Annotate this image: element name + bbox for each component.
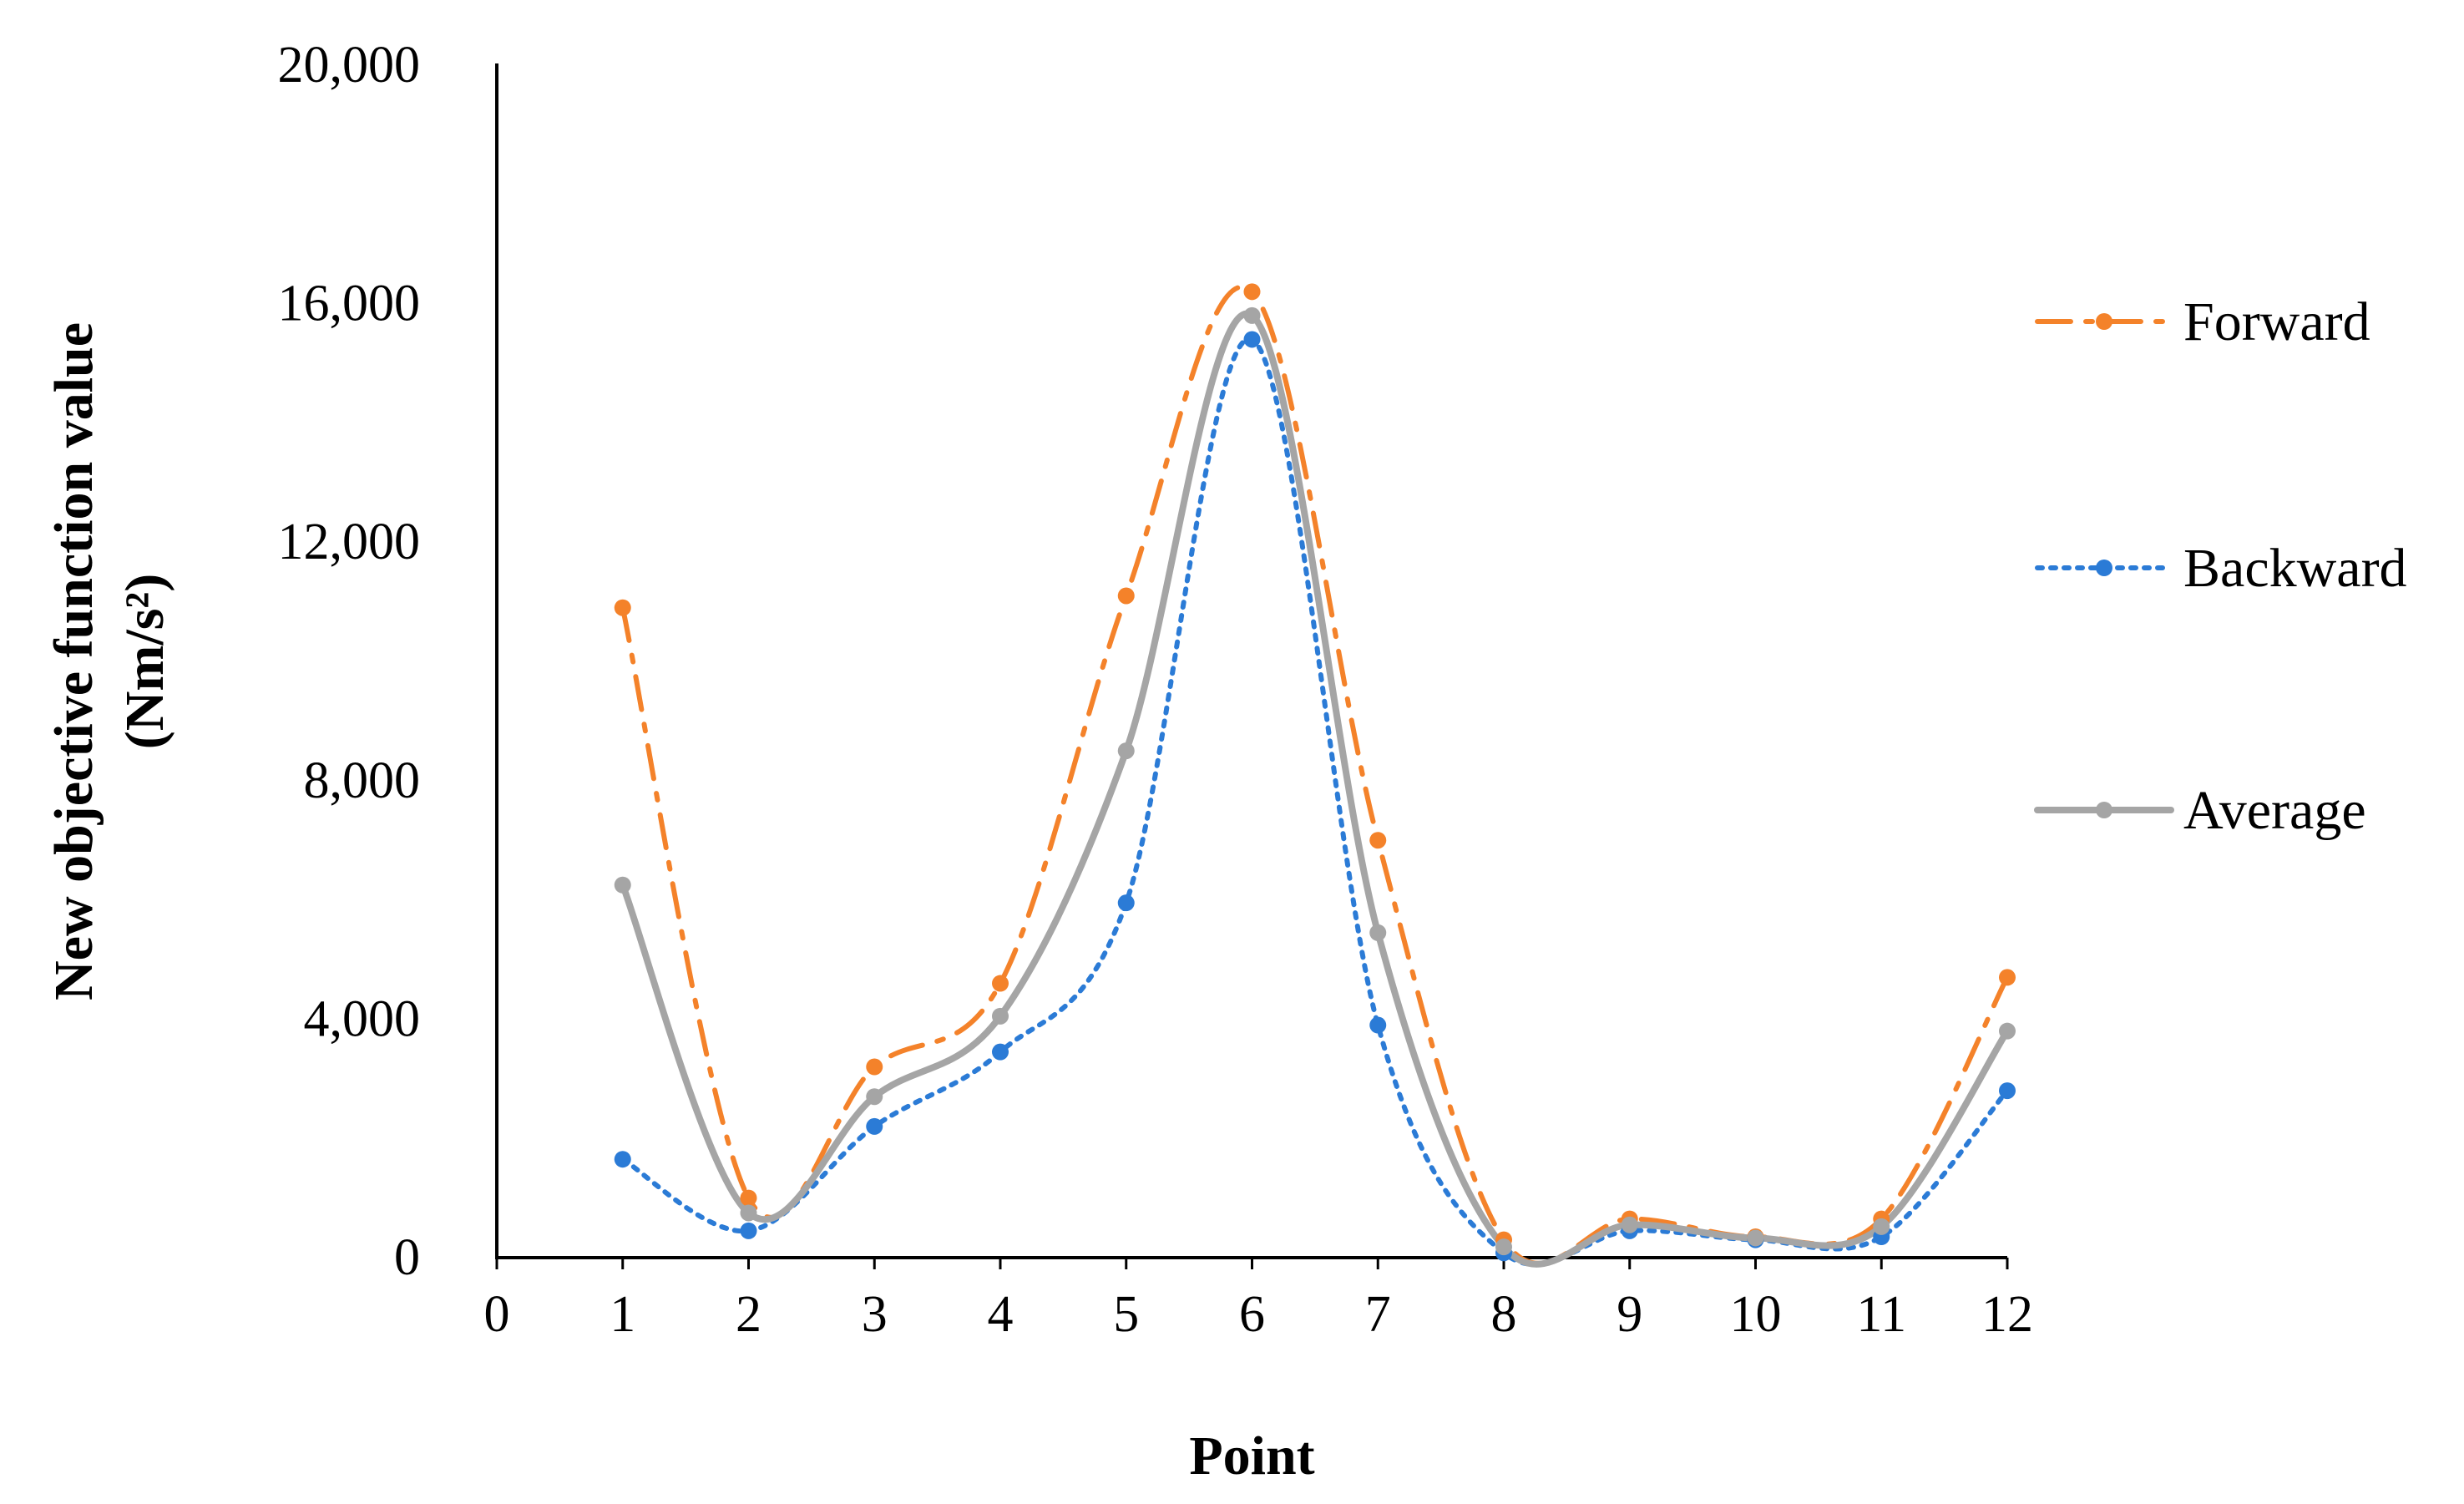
series-lines (619, 284, 2011, 1268)
data-point-backward (614, 1151, 631, 1168)
series-line-forward (620, 284, 2010, 1266)
data-point-forward (740, 1189, 757, 1207)
data-point-average (992, 1007, 1009, 1025)
data-point-average (740, 1204, 757, 1222)
data-point-average (1243, 306, 1261, 324)
y-axis-title: New objective function value (Nm/s²) (43, 322, 175, 1000)
legend-label-average: Average (2183, 780, 2366, 841)
plot-area: 0 1 2 3 4 5 6 7 8 9 10 11 12 04,0008,00012,00016,000… (278, 37, 2034, 1343)
x-tick-label: 7 (1365, 1286, 1391, 1343)
data-point-average (1495, 1238, 1512, 1256)
legend-marker-average (2096, 802, 2112, 818)
legend-label-backward: Backward (2183, 538, 2407, 599)
y-axis-ticks: 0 4,000 8,000 12,000 16,000 20,000 (278, 37, 421, 1286)
data-point-backward (1117, 894, 1135, 912)
legend-item-backward: Backward (2035, 538, 2407, 599)
y-tick-label: 12,000 (278, 514, 421, 570)
data-point-forward (1369, 832, 1387, 849)
x-tick-label: 10 (1730, 1286, 1782, 1343)
x-tick-label: 0 (484, 1286, 510, 1343)
y-axis-title-line1: New objective function value (43, 322, 104, 1000)
y-tick-label: 16,000 (278, 276, 421, 332)
series-line-average (619, 310, 2011, 1268)
data-point-average (1747, 1229, 1764, 1247)
x-tick-label: 9 (1617, 1286, 1642, 1343)
data-point-forward (1243, 283, 1261, 301)
legend: Forward Backward Average (2034, 291, 2407, 841)
y-tick-label: 20,000 (278, 37, 421, 94)
x-tick-label: 11 (1856, 1286, 1906, 1343)
legend-marker-backward (2096, 560, 2112, 576)
x-tick-label: 3 (862, 1286, 888, 1343)
y-tick-label: 8,000 (304, 752, 421, 809)
data-point-average (866, 1088, 883, 1106)
data-point-backward (1999, 1082, 2016, 1100)
data-point-average (1369, 924, 1387, 941)
x-axis-title: Point (1189, 1426, 1314, 1486)
x-tick-label: 1 (610, 1286, 635, 1343)
data-point-backward (1243, 331, 1261, 348)
x-tick-label: 2 (736, 1286, 761, 1343)
data-point-backward (1369, 1016, 1387, 1034)
data-point-backward (866, 1117, 883, 1135)
data-point-backward (740, 1222, 757, 1239)
x-tick-label: 5 (1113, 1286, 1139, 1343)
x-tick-label: 6 (1239, 1286, 1265, 1343)
series-line-backward (620, 337, 2010, 1267)
x-tick-label: 4 (988, 1286, 1014, 1343)
data-point-average (1873, 1218, 1890, 1235)
data-point-forward (1117, 587, 1135, 605)
x-tick-label: 12 (1981, 1286, 2033, 1343)
y-tick-label: 4,000 (304, 990, 421, 1047)
data-point-forward (866, 1058, 883, 1076)
data-point-forward (614, 599, 631, 616)
y-axis-title-line2: (Nm/s²) (114, 574, 175, 749)
data-point-forward (1999, 969, 2016, 986)
y-tick-label: 0 (394, 1229, 420, 1286)
data-point-average (1117, 742, 1135, 760)
data-point-average (1621, 1216, 1638, 1233)
x-axis-ticks: 0 1 2 3 4 5 6 7 8 9 10 11 12 (484, 1258, 2033, 1343)
legend-marker-forward (2096, 313, 2112, 330)
data-point-forward (992, 975, 1009, 992)
series-markers (614, 283, 2016, 1262)
data-point-average (614, 876, 631, 894)
legend-label-forward: Forward (2183, 291, 2370, 352)
legend-item-forward: Forward (2035, 291, 2370, 352)
legend-item-average: Average (2034, 780, 2366, 841)
data-point-backward (992, 1043, 1009, 1061)
x-tick-label: 8 (1491, 1286, 1517, 1343)
data-point-average (1999, 1022, 2016, 1040)
